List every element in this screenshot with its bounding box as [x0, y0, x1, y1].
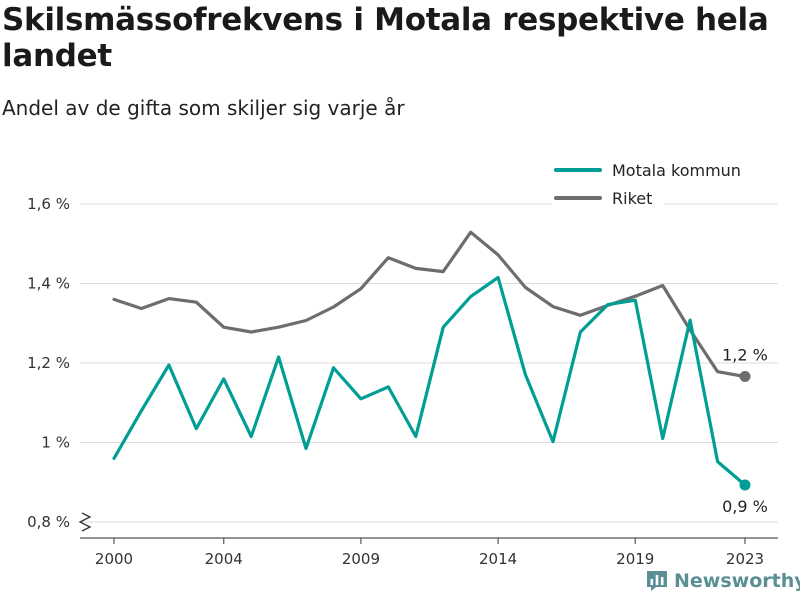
legend-label: Motala kommun [612, 161, 741, 180]
x-tick-label: 2019 [616, 550, 654, 568]
end-marker-riket [739, 371, 751, 383]
end-label-riket: 1,2 % [722, 346, 768, 365]
x-tick-label: 2009 [342, 550, 380, 568]
y-tick-label: 0,8 % [27, 513, 70, 531]
legend: Motala kommun Riket [552, 161, 741, 208]
y-tick-label: 1,4 % [27, 275, 70, 293]
x-tick-label: 2000 [95, 550, 133, 568]
end-label-motala: 0,9 % [722, 497, 768, 516]
series-line-motala [112, 275, 747, 487]
series-line-riket [112, 230, 747, 379]
axes [78, 512, 778, 544]
y-tick-label: 1 % [41, 434, 70, 452]
y-tick-labels: 0,8 % 1 % 1,2 % 1,4 % 1,6 % [27, 195, 70, 531]
axis-break-icon [78, 512, 92, 532]
series-end-markers: 0,9 % 1,2 % [722, 346, 768, 517]
bar-chart-icon [647, 571, 667, 591]
x-tick-labels: 2000 2004 2009 2014 2019 2023 [95, 550, 764, 568]
x-tick-label: 2014 [479, 550, 517, 568]
x-tick-label: 2023 [726, 550, 764, 568]
x-tick-label: 2004 [205, 550, 243, 568]
legend-label: Riket [612, 189, 652, 208]
brand-name: Newsworthy [674, 570, 800, 592]
gridlines [80, 203, 778, 523]
y-tick-label: 1,6 % [27, 195, 70, 213]
end-marker-motala [739, 479, 751, 491]
series-lines [112, 230, 747, 487]
y-tick-label: 1,2 % [27, 354, 70, 372]
chart-title: Skilsmässofrekvens i Motala respektive h… [2, 2, 769, 74]
brand-logo: Newsworthy [646, 570, 800, 592]
chart-subtitle: Andel av de gifta som skiljer sig varje … [2, 96, 405, 120]
